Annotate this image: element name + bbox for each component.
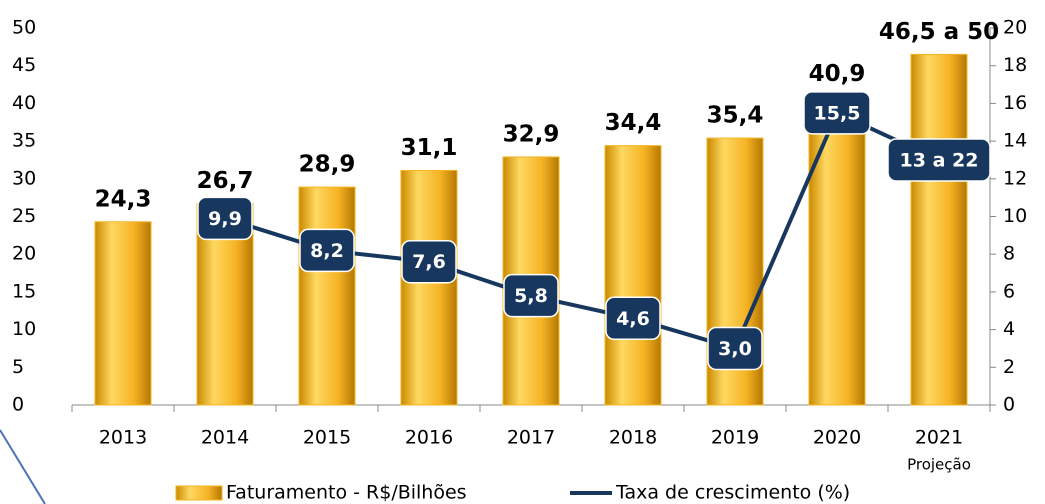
x-tick-label: 2014	[201, 427, 249, 449]
line-label-box	[401, 239, 457, 284]
y2-tick-label: 6	[1003, 280, 1015, 302]
y2-tick-label: 0	[1003, 394, 1015, 416]
bar-value-label: 32,9	[503, 121, 560, 147]
bar-value-label: 40,9	[809, 61, 866, 87]
bar	[808, 96, 866, 406]
y-tick-label: 15	[12, 280, 36, 302]
legend-label: Faturamento - R$/Bilhões	[226, 482, 467, 504]
bar-value-label: 24,3	[95, 186, 152, 212]
y-tick-label: 5	[12, 356, 24, 378]
line-value-label: 8,2	[310, 240, 344, 262]
bar-value-label: 26,7	[197, 168, 254, 194]
line-label-box	[197, 196, 253, 241]
y-tick-label: 20	[12, 243, 36, 265]
x-tick-label: 2013	[99, 427, 147, 449]
line-value-label: 4,6	[616, 308, 650, 330]
annotation: Projeção	[907, 456, 971, 474]
bar-value-label: 35,4	[707, 103, 764, 129]
line-label-box	[503, 273, 559, 318]
line-value-label: 3,0	[718, 338, 752, 360]
y2-tick-label: 18	[1003, 54, 1027, 76]
bar	[604, 145, 662, 406]
y-tick-label: 35	[12, 130, 36, 152]
y-tick-label: 10	[12, 318, 36, 340]
x-tick-label: 2018	[609, 427, 657, 449]
line-label-box	[299, 228, 355, 273]
bar-value-label: 46,5 a 50	[879, 19, 999, 45]
line-label-box	[887, 138, 991, 182]
x-tick-label: 2020	[813, 427, 861, 449]
y-tick-label: 0	[12, 394, 24, 416]
y2-tick-label: 8	[1003, 243, 1015, 265]
legend-label: Taxa de crescimento (%)	[615, 482, 850, 504]
line-label-box	[707, 326, 763, 371]
line-value-label: 5,8	[514, 285, 548, 307]
x-tick-label: 2017	[507, 427, 555, 449]
y2-tick-label: 12	[1003, 167, 1027, 189]
y2-tick-label: 20	[1003, 17, 1027, 39]
line-value-label: 15,5	[814, 102, 861, 124]
bar-value-label: 28,9	[299, 152, 356, 178]
y2-tick-label: 2	[1003, 356, 1015, 378]
y2-tick-label: 4	[1003, 318, 1015, 340]
bar	[910, 53, 968, 406]
x-tick-label: 2021	[915, 427, 963, 449]
y-tick-label: 25	[12, 205, 36, 227]
bar	[94, 221, 152, 406]
line-value-label: 13 a 22	[900, 149, 979, 171]
bar-value-label: 31,1	[401, 135, 458, 161]
decor-line	[0, 429, 46, 504]
y2-tick-label: 14	[1003, 130, 1027, 152]
x-tick-label: 2015	[303, 427, 351, 449]
y2-tick-label: 16	[1003, 92, 1027, 114]
y-tick-label: 40	[12, 92, 36, 114]
line-label-box	[803, 91, 871, 135]
y2-tick-label: 10	[1003, 205, 1027, 227]
y-tick-label: 30	[12, 167, 36, 189]
x-tick-label: 2019	[711, 427, 759, 449]
line-label-box	[605, 296, 661, 341]
x-tick-label: 2016	[405, 427, 453, 449]
y-tick-label: 45	[12, 54, 36, 76]
y-tick-label: 50	[12, 17, 36, 39]
bar	[400, 170, 458, 406]
line-value-label: 9,9	[208, 208, 242, 230]
line-value-label: 7,6	[412, 251, 446, 273]
bar-value-label: 34,4	[605, 110, 662, 136]
bar	[298, 186, 356, 406]
legend-swatch	[175, 485, 223, 501]
